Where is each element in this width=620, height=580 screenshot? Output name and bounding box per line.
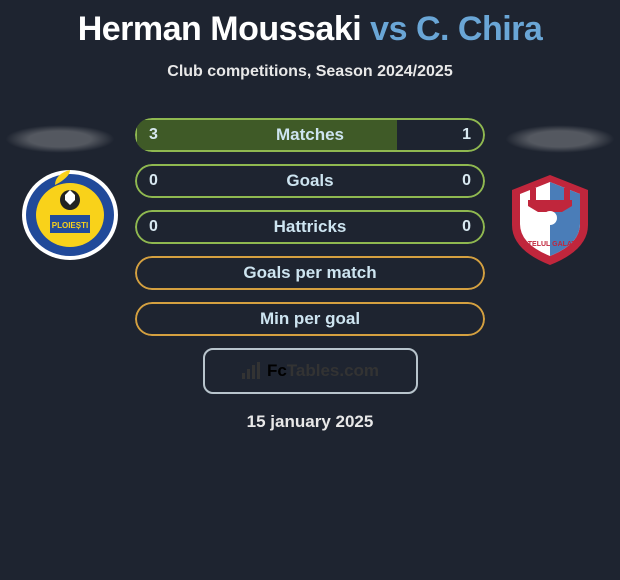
stat-value-left: 3: [149, 126, 158, 144]
stat-label: Goals: [286, 171, 333, 191]
stat-value-right: 0: [462, 172, 471, 190]
bar-chart-icon: [241, 362, 263, 380]
bar-fill: [137, 120, 397, 150]
vs-text: vs: [370, 10, 407, 48]
stat-label: Hattricks: [274, 217, 347, 237]
stat-label: Goals per match: [243, 263, 376, 283]
stat-value-right: 1: [462, 126, 471, 144]
watermark: FcTables.com: [203, 348, 418, 394]
player2-name: C. Chira: [416, 10, 542, 48]
stat-value-left: 0: [149, 218, 158, 236]
watermark-text: FcTables.com: [267, 361, 379, 381]
stat-value-right: 0: [462, 218, 471, 236]
stat-label: Matches: [276, 125, 344, 145]
stat-row: Matches 3 1: [135, 118, 485, 152]
stat-row: Goals per match: [135, 256, 485, 290]
player1-name: Herman Moussaki: [78, 10, 362, 48]
stat-row: Hattricks 0 0: [135, 210, 485, 244]
comparison-date: 15 january 2025: [0, 412, 620, 432]
stat-row: Goals 0 0: [135, 164, 485, 198]
stat-label: Min per goal: [260, 309, 360, 329]
subtitle: Club competitions, Season 2024/2025: [0, 63, 620, 81]
stat-value-left: 0: [149, 172, 158, 190]
stat-row: Min per goal: [135, 302, 485, 336]
comparison-bars: Matches 3 1 Goals 0 0 Hattricks 0 0 Goals per mat…: [0, 118, 620, 432]
page-title: Herman Moussaki vs C. Chira: [0, 0, 620, 49]
